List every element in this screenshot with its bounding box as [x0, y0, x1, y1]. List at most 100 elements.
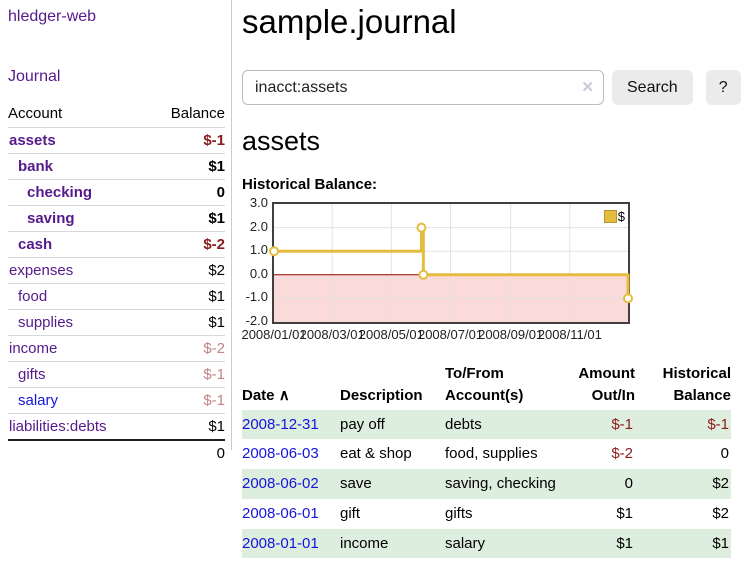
account-link-checking[interactable]: checking [27, 184, 93, 201]
date-cell: 2008-06-02 [242, 469, 340, 499]
y-tick-label: 0.0 [249, 265, 268, 281]
account-balance: $1 [147, 153, 225, 180]
chart-title: Historical Balance: [242, 176, 378, 193]
account-title: assets [242, 126, 321, 156]
balance-cell: $-1 [707, 415, 729, 433]
legend-label: $ [617, 209, 625, 224]
description-cell: pay off [340, 415, 385, 433]
x-tick-label: 2008/03/01 [299, 327, 365, 342]
chart-canvas [269, 204, 633, 322]
accounts-cell: saving, checking [445, 475, 556, 492]
account-link-cash[interactable]: cash [18, 236, 53, 253]
sort-asc-icon: ∧ [278, 386, 290, 404]
account-link-bank[interactable]: bank [18, 158, 54, 175]
page-title: sample.journal [242, 3, 457, 40]
transaction-date-link[interactable]: 2008-06-02 [242, 475, 319, 492]
historical-balance-chart: 3.0 2.0 1.0 0.0 -1.0 -2.0 $ 2008/01/01 2008/03… [241, 195, 741, 344]
sidebar-account-rows: assets $-1 bank $1 checking 0 saving $1 cash $-2 e… [8, 127, 225, 440]
account-link-assets[interactable]: assets [9, 132, 56, 149]
register-table: Date ∧ Description To/From Account(s) Am… [242, 360, 731, 559]
y-tick-label: 1.0 [249, 242, 268, 258]
date-cell: 2008-01-01 [242, 529, 340, 559]
account-balance: $1 [147, 413, 225, 440]
sidebar-account-row: checking 0 [8, 179, 225, 206]
balance-cell: 0 [720, 445, 729, 463]
accounts-cell: food, supplies [445, 445, 538, 463]
accounts-total-row: 0 [8, 439, 225, 466]
register-row: 2008-12-31 pay off debts $-1 $-1 [242, 409, 731, 440]
main-content: sample.journal ✕ Search ? assets Histori… [232, 0, 742, 582]
legend-swatch-icon [603, 210, 617, 223]
account-link-liabilities-debts[interactable]: liabilities:debts [9, 418, 107, 435]
accounts-header: To/From Account(s) [445, 365, 524, 404]
x-tick-label: 2008/11/01 [537, 327, 602, 342]
y-tick-label: -2.0 [245, 313, 268, 328]
description-header: Description [340, 386, 423, 404]
brand-link[interactable]: hledger-web [8, 8, 97, 25]
sidebar-account-row: income $-2 [8, 335, 225, 362]
account-balance: $-1 [147, 127, 225, 154]
account-cell: income [8, 335, 148, 362]
transaction-date-link[interactable]: 2008-12-31 [242, 415, 319, 433]
balance-cell: $2 [712, 504, 729, 522]
account-balance: $1 [147, 205, 225, 232]
description-cell: save [340, 475, 372, 492]
account-balance: $-2 [147, 231, 225, 258]
account-balance: $-2 [147, 335, 225, 362]
date-cell: 2008-12-31 [242, 410, 340, 440]
amount-cell: $-2 [611, 445, 633, 463]
accounts-total-value: 0 [147, 439, 225, 466]
balance-cell: $2 [712, 475, 729, 492]
accounts-cell: gifts [445, 504, 473, 522]
register-row: 2008-06-02 save saving, checking 0 $2 [242, 469, 731, 499]
account-link-food[interactable]: food [18, 288, 48, 305]
search-input-wrap: ✕ [242, 70, 604, 105]
balance-cell: $1 [712, 534, 729, 552]
sidebar-account-row: food $1 [8, 283, 225, 310]
account-balance: $1 [147, 283, 225, 310]
search-input[interactable] [242, 70, 604, 105]
transaction-date-link[interactable]: 2008-01-01 [242, 534, 319, 552]
amount-cell: $1 [616, 504, 633, 522]
account-cell: bank [8, 153, 148, 180]
account-cell: saving [8, 205, 148, 232]
x-tick-label: 2008/07/01 [417, 327, 484, 342]
sidebar-item-journal[interactable]: Journal [8, 68, 61, 85]
description-cell: gift [340, 504, 361, 522]
account-balance: 0 [147, 179, 225, 206]
clear-search-icon[interactable]: ✕ [581, 79, 594, 96]
sidebar-account-row: salary $-1 [8, 387, 225, 414]
balance-header: Historical Balance [662, 365, 731, 404]
chart-legend: $ [603, 209, 625, 224]
x-tick-label: 2008/09/01 [478, 327, 544, 342]
transaction-date-link[interactable]: 2008-06-03 [242, 445, 319, 463]
help-button[interactable]: ? [705, 70, 741, 105]
date-sort-header[interactable]: Date ∧ [242, 386, 290, 404]
sidebar-account-row: assets $-1 [8, 127, 225, 154]
description-cell: eat & shop [340, 445, 412, 463]
accounts-header-account: Account [8, 105, 63, 122]
description-cell: income [340, 534, 389, 552]
account-link-expenses[interactable]: expenses [9, 262, 74, 279]
account-cell: cash [8, 231, 148, 258]
register-rows: 2008-12-31 pay off debts $-1 $-1 2008-06-03 ea… [242, 409, 731, 559]
date-cell: 2008-06-03 [242, 439, 340, 469]
y-tick-label: 2.0 [249, 218, 268, 234]
account-link-income[interactable]: income [9, 340, 58, 357]
account-cell: supplies [8, 309, 148, 336]
x-tick-label: 2008/05/01 [358, 327, 424, 342]
account-link-gifts[interactable]: gifts [18, 366, 46, 383]
account-link-salary[interactable]: salary [18, 392, 59, 409]
account-link-saving[interactable]: saving [27, 210, 75, 227]
sidebar-account-row: cash $-2 [8, 231, 225, 258]
account-cell: checking [8, 179, 148, 206]
account-link-supplies[interactable]: supplies [18, 314, 74, 331]
chart-y-axis: 3.0 2.0 1.0 0.0 -1.0 -2.0 [242, 195, 272, 328]
account-cell: gifts [8, 361, 148, 388]
sidebar-account-row: supplies $1 [8, 309, 225, 336]
accounts-header-balance: Balance [170, 105, 225, 122]
transaction-date-link[interactable]: 2008-06-01 [242, 504, 319, 522]
accounts-cell: salary [445, 534, 486, 552]
search-button[interactable]: Search [612, 70, 693, 105]
account-balance: $-1 [147, 361, 225, 388]
